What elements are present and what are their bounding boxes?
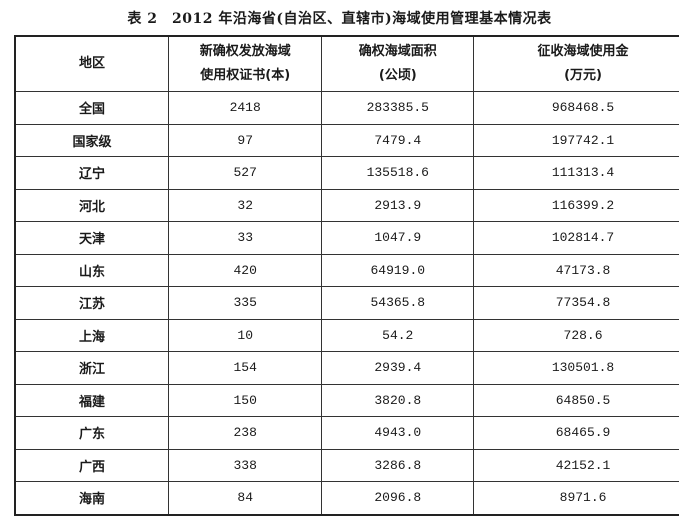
cell-region: 天津 xyxy=(14,221,169,255)
cell-fees: 111313.4 xyxy=(473,156,679,190)
header-row: 地区 新确权发放海域 使用权证书(本) 确权海域面积 (公顷) 征收海域使用金 (万元… xyxy=(14,35,679,92)
table-row: 国家级 97 7479.4 197742.1 xyxy=(14,123,679,157)
table-row: 辽宁 527 135518.6 111313.4 xyxy=(14,156,679,190)
cell-certificates: 527 xyxy=(167,156,323,190)
cell-fees: 64850.5 xyxy=(473,383,679,417)
table-row: 广东 238 4943.0 68465.9 xyxy=(14,416,679,450)
cell-certificates: 32 xyxy=(167,188,323,222)
cell-certificates: 33 xyxy=(167,221,323,255)
cell-area: 54365.8 xyxy=(321,286,475,320)
cell-region: 全国 xyxy=(14,91,169,125)
table-row: 上海 10 54.2 728.6 xyxy=(14,318,679,352)
header-fees: 征收海域使用金 (万元) xyxy=(473,35,679,92)
cell-area: 7479.4 xyxy=(321,123,475,157)
cell-fees: 102814.7 xyxy=(473,221,679,255)
header-text: 地区 xyxy=(78,56,105,71)
table-row: 天津 33 1047.9 102814.7 xyxy=(14,221,679,255)
header-region: 地区 xyxy=(14,35,169,92)
table-row: 山东 420 64919.0 47173.8 xyxy=(14,253,679,287)
cell-region: 上海 xyxy=(14,318,169,352)
cell-fees: 68465.9 xyxy=(473,416,679,450)
table-row: 福建 150 3820.8 64850.5 xyxy=(14,383,679,417)
table-row: 浙江 154 2939.4 130501.8 xyxy=(14,351,679,385)
header-area: 确权海域面积 (公顷) xyxy=(321,35,475,92)
cell-certificates: 2418 xyxy=(167,91,323,125)
cell-certificates: 10 xyxy=(167,318,323,352)
header-unit: 使用权证书(本) xyxy=(200,68,291,83)
table-row: 河北 32 2913.9 116399.2 xyxy=(14,188,679,222)
header-text: 新确权发放海域 xyxy=(199,44,291,59)
cell-area: 4943.0 xyxy=(321,416,475,450)
cell-fees: 42152.1 xyxy=(473,448,679,482)
cell-certificates: 335 xyxy=(167,286,323,320)
cell-region: 国家级 xyxy=(14,123,169,157)
cell-area: 3820.8 xyxy=(321,383,475,417)
sea-area-table: 地区 新确权发放海域 使用权证书(本) 确权海域面积 (公顷) 征收海域使用金 (万元… xyxy=(14,35,679,516)
cell-area: 135518.6 xyxy=(321,156,475,190)
cell-fees: 116399.2 xyxy=(473,188,679,222)
cell-certificates: 97 xyxy=(167,123,323,157)
cell-area: 1047.9 xyxy=(321,221,475,255)
cell-area: 3286.8 xyxy=(321,448,475,482)
cell-region: 山东 xyxy=(14,253,169,287)
cell-certificates: 84 xyxy=(167,481,323,515)
cell-region: 广西 xyxy=(14,448,169,482)
cell-fees: 77354.8 xyxy=(473,286,679,320)
table-row: 海南 84 2096.8 8971.6 xyxy=(14,481,679,515)
cell-region: 江苏 xyxy=(14,286,169,320)
cell-fees: 968468.5 xyxy=(473,91,679,125)
cell-fees: 197742.1 xyxy=(473,123,679,157)
header-text: 征收海域使用金 xyxy=(537,44,629,59)
cell-fees: 130501.8 xyxy=(473,351,679,385)
cell-fees: 47173.8 xyxy=(473,253,679,287)
cell-region: 河北 xyxy=(14,188,169,222)
table-row: 江苏 335 54365.8 77354.8 xyxy=(14,286,679,320)
table-row: 全国 2418 283385.5 968468.5 xyxy=(14,91,679,125)
cell-region: 福建 xyxy=(14,383,169,417)
table-title: 表 2 2012 年沿海省(自治区、直辖市)海域使用管理基本情况表 xyxy=(127,11,552,27)
header-unit: (公顷) xyxy=(378,68,417,83)
cell-area: 2913.9 xyxy=(321,188,475,222)
cell-certificates: 238 xyxy=(167,416,323,450)
cell-certificates: 338 xyxy=(167,448,323,482)
header-unit: (万元) xyxy=(564,68,602,83)
cell-certificates: 150 xyxy=(167,383,323,417)
cell-fees: 8971.6 xyxy=(473,481,679,515)
cell-fees: 728.6 xyxy=(473,318,679,352)
table-row: 广西 338 3286.8 42152.1 xyxy=(14,448,679,482)
cell-region: 辽宁 xyxy=(14,156,169,190)
cell-region: 浙江 xyxy=(14,351,169,385)
cell-region: 广东 xyxy=(14,416,169,450)
header-text: 确权海域面积 xyxy=(358,44,437,59)
cell-area: 2096.8 xyxy=(321,481,475,515)
cell-certificates: 154 xyxy=(167,351,323,385)
cell-area: 2939.4 xyxy=(321,351,475,385)
header-certificates: 新确权发放海域 使用权证书(本) xyxy=(167,35,323,92)
cell-area: 54.2 xyxy=(321,318,475,352)
cell-area: 64919.0 xyxy=(321,253,475,287)
cell-certificates: 420 xyxy=(167,253,323,287)
cell-area: 283385.5 xyxy=(321,91,475,125)
cell-region: 海南 xyxy=(14,481,169,515)
